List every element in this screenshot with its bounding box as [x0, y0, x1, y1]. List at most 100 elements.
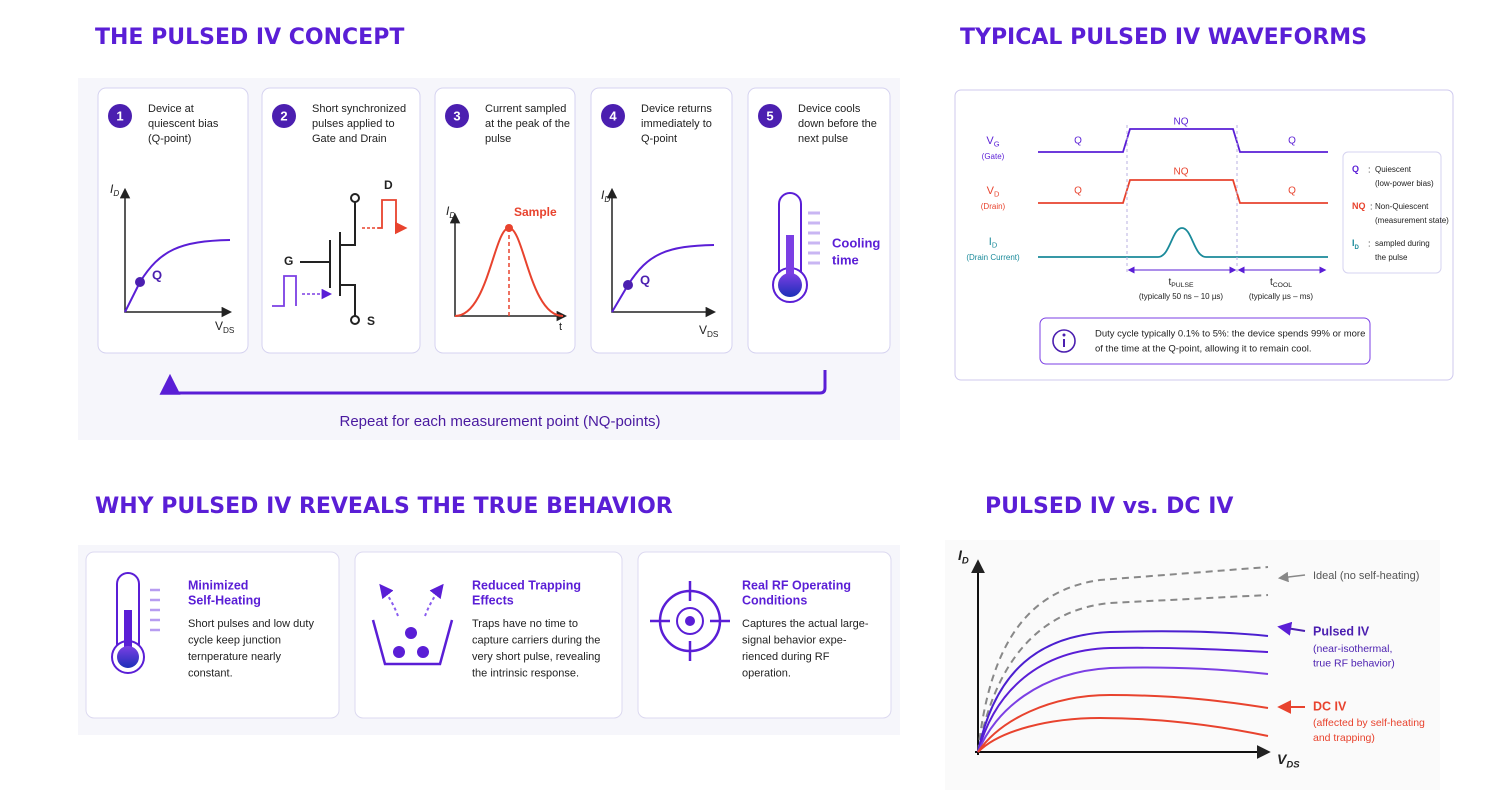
- axis-label-main: V: [215, 319, 223, 333]
- dc-note: (affected by self-heating: [1313, 717, 1425, 729]
- axis-label-sub: D: [604, 195, 610, 204]
- source-lead: [340, 284, 356, 316]
- legend-key-main: Q: [1352, 164, 1359, 174]
- signal-symbol-main: V: [986, 135, 994, 147]
- axis-label: VDS: [1277, 751, 1300, 770]
- repeat-label: Repeat for each measurement point (NQ-po…: [340, 413, 661, 430]
- axis-label-sub: DS: [1286, 759, 1300, 770]
- note-text: Duty cycle typically 0.1% to 5%: the dev…: [1095, 329, 1365, 340]
- legend-key: ID: [1352, 238, 1360, 250]
- q-point: [623, 280, 633, 290]
- vd-wave: [1038, 179, 1328, 204]
- axis-label-main: V: [1277, 751, 1288, 767]
- carrier: [405, 627, 417, 639]
- terminal: [350, 193, 360, 203]
- card-text: rienced during RF: [742, 651, 830, 663]
- id-wave: [1038, 227, 1328, 258]
- waveform-box: [954, 89, 1454, 381]
- step-text: Device returns: [641, 103, 712, 115]
- signal-name: (Drain): [981, 202, 1006, 211]
- level-label: Q: [1288, 186, 1296, 197]
- span-label: tCOOL: [1270, 277, 1292, 289]
- signal-symbol: ID: [989, 236, 998, 250]
- axis-label-main: V: [699, 323, 707, 337]
- thermometer-fill: [786, 235, 794, 285]
- signal-symbol-sub: G: [994, 139, 1000, 148]
- step-text: immediately to: [641, 118, 712, 130]
- dc-note: and trapping): [1313, 732, 1375, 744]
- step-badge: [445, 104, 469, 128]
- signal-symbol: VD: [987, 185, 1000, 199]
- step-badge: [601, 104, 625, 128]
- card-title: Effects: [472, 593, 514, 607]
- why-card: [354, 551, 623, 719]
- step-text: quiescent bias: [148, 118, 219, 130]
- axis-label-sub: DS: [223, 326, 235, 335]
- legend-text: sampled during: [1375, 239, 1430, 248]
- legend-key-main: I: [1352, 238, 1355, 248]
- legend-text: (measurement state): [1375, 216, 1449, 225]
- span-label-main: t: [1270, 277, 1273, 288]
- card-title: Minimized: [188, 578, 248, 592]
- card-text: very short pulse, revealing: [472, 651, 600, 663]
- thermometer-fill: [117, 646, 139, 668]
- dc-label: DC IV: [1313, 699, 1347, 713]
- step-text: Gate and Drain: [312, 133, 387, 145]
- level-label: NQ: [1174, 167, 1189, 178]
- axis-label: VDS: [699, 323, 719, 339]
- axis-label-sub: D: [962, 555, 969, 566]
- axis-label-main: I: [446, 204, 450, 218]
- axis-label-main: I: [601, 188, 605, 202]
- step-text: at the peak of the: [485, 118, 570, 130]
- section-title: WHY PULSED IV REVEALS THE TRUE BEHAVIOR: [95, 494, 673, 519]
- point-label: Q: [152, 267, 162, 282]
- pulsed-curve: [977, 630, 1269, 753]
- point-label: Q: [640, 272, 650, 287]
- note-text: of the time at the Q-point, allowing it …: [1095, 344, 1312, 355]
- legend-separator: :: [1368, 164, 1371, 174]
- dc-curve: [977, 716, 1269, 753]
- label-arrow: [1277, 621, 1306, 636]
- card-text: capture carriers during the: [472, 634, 600, 646]
- signal-symbol-sub: D: [994, 189, 1000, 198]
- legend-key: Q: [1352, 164, 1359, 174]
- step-badge: [272, 104, 296, 128]
- panel-bg: [945, 540, 1440, 790]
- step-text: (Q-point): [148, 133, 191, 145]
- cooling-label: time: [832, 252, 859, 267]
- signal-symbol-main: I: [989, 236, 992, 248]
- info-icon: [1052, 329, 1076, 353]
- span-label-sub: PULSE: [1171, 282, 1194, 289]
- section-title: THE PULSED IV CONCEPT: [95, 25, 404, 50]
- legend-text: Non-Quiescent: [1375, 202, 1429, 211]
- note-box: [1039, 317, 1371, 365]
- card-title: Self-Heating: [188, 593, 261, 607]
- card-text: Traps have no time to: [472, 618, 578, 630]
- step-text: Current sampled: [485, 103, 566, 115]
- signal-symbol-sub: D: [992, 240, 998, 249]
- level-label: NQ: [1174, 117, 1189, 128]
- axis-label: ID: [958, 547, 969, 566]
- axis-label: ID: [446, 204, 455, 220]
- axis-label: ID: [110, 182, 119, 198]
- ideal-curve: [977, 566, 1269, 753]
- signal-symbol: VG: [986, 135, 999, 149]
- span-range: (typically µs – ms): [1249, 292, 1314, 301]
- label-arrow: [1277, 571, 1306, 583]
- signal-symbol-main: V: [987, 185, 995, 197]
- escape-arrow: [424, 583, 444, 617]
- axis-label: VDS: [215, 319, 235, 335]
- span-label: tPULSE: [1168, 277, 1194, 289]
- target: [685, 616, 695, 626]
- step-text: Q-point: [641, 133, 677, 145]
- pulsed-label: Pulsed IV: [1313, 624, 1370, 638]
- carrier: [417, 646, 429, 658]
- target: [676, 607, 704, 635]
- info-icon: [1062, 333, 1066, 337]
- legend-text: Quiescent: [1375, 165, 1412, 174]
- legend-separator: :: [1368, 238, 1371, 248]
- peak-label: Sample: [514, 205, 557, 219]
- card-title: Reduced Trapping: [472, 578, 581, 592]
- step-badge: [758, 104, 782, 128]
